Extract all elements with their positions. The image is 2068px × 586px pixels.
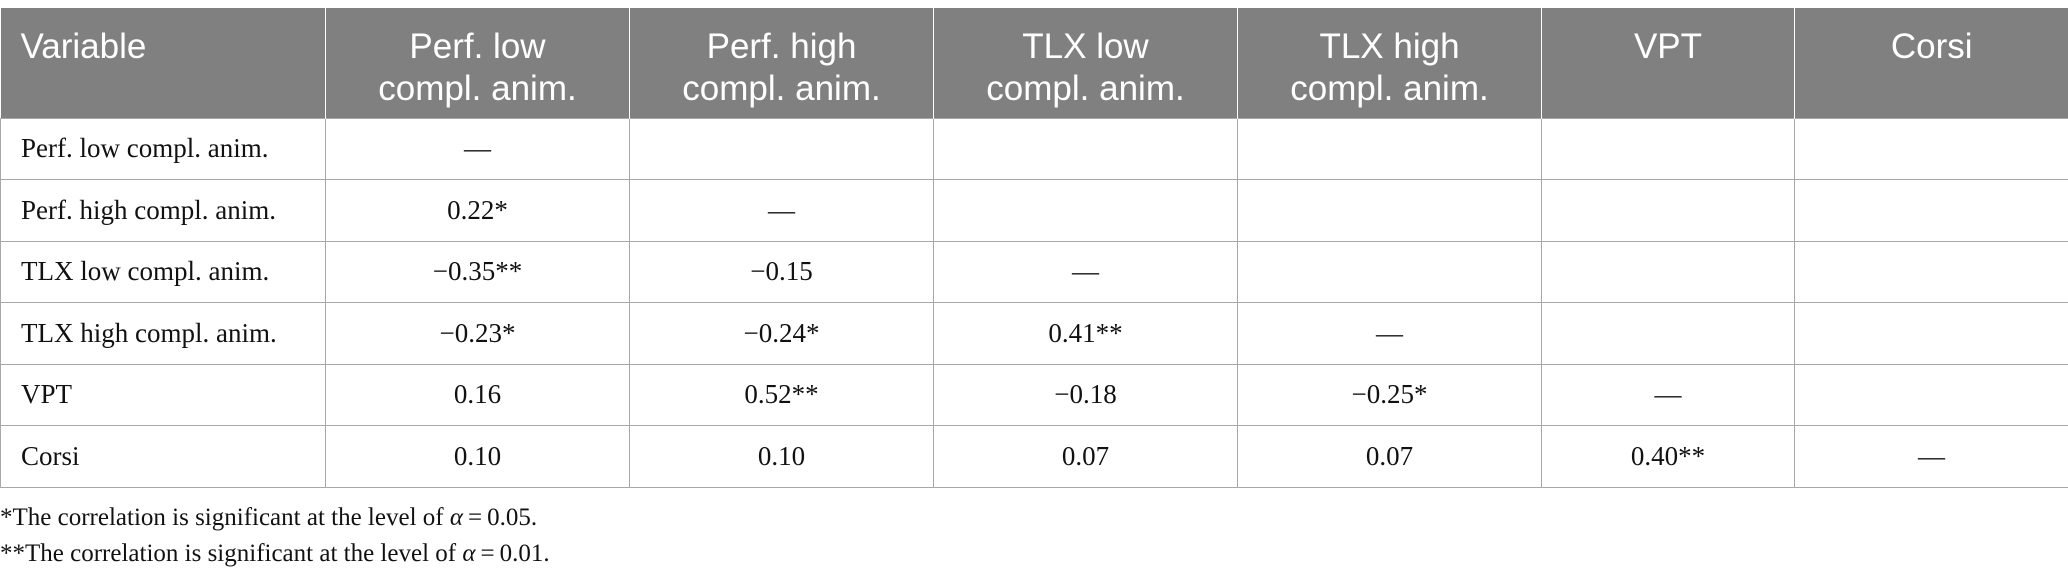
table-row: Corsi 0.10 0.10 0.07 0.07 0.40** —: [0, 425, 2068, 488]
table-row: TLX low compl. anim. −0.35** −0.15 —: [0, 240, 2068, 303]
header-line: compl. anim.: [378, 69, 577, 108]
table-cell: 0.10: [629, 425, 934, 488]
table-footnotes: *The correlation is significant at the l…: [0, 500, 550, 572]
table-cell: [1237, 240, 1542, 303]
table-cell: 0.52**: [629, 363, 934, 426]
correlation-table-container: Variable Perf. low compl. anim. Perf. hig…: [0, 8, 2068, 488]
table-cell: 0.41**: [933, 302, 1238, 365]
table-cell: —: [325, 117, 630, 180]
table-cell: [933, 179, 1238, 242]
header-tlx-low: TLX low compl. anim.: [933, 8, 1238, 118]
row-label: TLX low compl. anim.: [0, 240, 326, 303]
header-perf-high: Perf. high compl. anim.: [629, 8, 934, 118]
table-cell: [1541, 240, 1795, 303]
table-cell: −0.18: [933, 363, 1238, 426]
header-variable: Variable: [0, 8, 326, 118]
table-cell: [1541, 117, 1795, 180]
table-cell: [1794, 363, 2068, 426]
table-body: Perf. low compl. anim. — Perf. high comp…: [0, 117, 2068, 488]
table-cell: —: [933, 240, 1238, 303]
footnote-value: = 0.01.: [475, 540, 550, 567]
table-cell: —: [1541, 363, 1795, 426]
header-line: compl. anim.: [986, 69, 1185, 108]
table-cell: [1794, 179, 2068, 242]
footnote-significance-001: **The correlation is significant at the …: [0, 536, 550, 572]
header-perf-low: Perf. low compl. anim.: [325, 8, 630, 118]
footnote-marker: *: [0, 504, 13, 531]
row-label: Perf. high compl. anim.: [0, 179, 326, 242]
table-cell: 0.07: [1237, 425, 1542, 488]
header-corsi: Corsi: [1794, 8, 2068, 118]
table-cell: [1794, 302, 2068, 365]
footnote-value: = 0.05.: [462, 504, 538, 531]
table-cell: −0.25*: [1237, 363, 1542, 426]
header-line: TLX low: [1022, 27, 1149, 66]
row-label: VPT: [0, 363, 326, 426]
table-cell: [1794, 240, 2068, 303]
footnote-significance-005: *The correlation is significant at the l…: [0, 500, 550, 536]
header-row: Variable Perf. low compl. anim. Perf. hig…: [0, 8, 2068, 118]
table-row: Perf. high compl. anim. 0.22* —: [0, 179, 2068, 242]
header-vpt: VPT: [1541, 8, 1795, 118]
row-label: Perf. low compl. anim.: [0, 117, 326, 180]
table-cell: −0.35**: [325, 240, 630, 303]
table-cell: −0.24*: [629, 302, 934, 365]
table-row: TLX high compl. anim. −0.23* −0.24* 0.41…: [0, 302, 2068, 365]
table-cell: [1541, 302, 1795, 365]
row-label: Corsi: [0, 425, 326, 488]
header-line: compl. anim.: [1290, 69, 1489, 108]
table-cell: −0.15: [629, 240, 934, 303]
footnote-text: The correlation is significant at the le…: [25, 540, 463, 567]
table-cell: —: [1794, 425, 2068, 488]
table-cell: —: [1237, 302, 1542, 365]
table-row: VPT 0.16 0.52** −0.18 −0.25* —: [0, 363, 2068, 426]
alpha-symbol: α: [462, 540, 476, 567]
table-cell: −0.23*: [325, 302, 630, 365]
header-line: VPT: [1633, 27, 1703, 66]
header-line: Perf. high: [706, 27, 857, 66]
row-label: TLX high compl. anim.: [0, 302, 326, 365]
table-cell: [1541, 179, 1795, 242]
table-cell: 0.40**: [1541, 425, 1795, 488]
table-header: Variable Perf. low compl. anim. Perf. hig…: [0, 8, 2068, 118]
alpha-symbol: α: [449, 504, 463, 531]
table-cell: [629, 117, 934, 180]
header-line: Corsi: [1890, 27, 1973, 66]
table-cell: [1237, 179, 1542, 242]
table-cell: 0.16: [325, 363, 630, 426]
table-row: Perf. low compl. anim. —: [0, 117, 2068, 180]
table-cell: 0.07: [933, 425, 1238, 488]
correlation-table: Variable Perf. low compl. anim. Perf. hig…: [0, 8, 2068, 488]
header-tlx-high: TLX high compl. anim.: [1237, 8, 1542, 118]
footnote-marker: **: [0, 540, 25, 567]
table-cell: [1237, 117, 1542, 180]
header-line: compl. anim.: [682, 69, 881, 108]
table-cell: [933, 117, 1238, 180]
table-cell: —: [629, 179, 934, 242]
table-cell: 0.10: [325, 425, 630, 488]
table-cell: [1794, 117, 2068, 180]
table-cell: 0.22*: [325, 179, 630, 242]
header-line: Perf. low: [409, 27, 546, 66]
header-line: Variable: [20, 27, 147, 66]
header-line: TLX high: [1319, 27, 1460, 66]
footnote-text: The correlation is significant at the le…: [12, 504, 450, 531]
